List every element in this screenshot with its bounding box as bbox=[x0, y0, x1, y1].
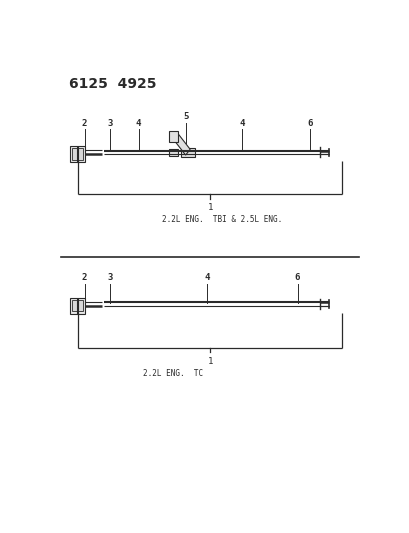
Bar bbox=[180, 148, 195, 157]
Bar bbox=[72, 148, 83, 159]
Text: 4: 4 bbox=[136, 118, 141, 127]
Text: 1: 1 bbox=[207, 358, 212, 366]
Bar bbox=[70, 146, 85, 163]
Text: 4: 4 bbox=[238, 118, 244, 127]
Polygon shape bbox=[173, 133, 190, 155]
Text: 6125  4925: 6125 4925 bbox=[69, 77, 156, 91]
Text: 6: 6 bbox=[294, 273, 299, 282]
Text: 4: 4 bbox=[204, 273, 209, 282]
Bar bbox=[168, 131, 178, 142]
Text: 3: 3 bbox=[107, 118, 112, 127]
Bar bbox=[72, 300, 83, 311]
Text: 3: 3 bbox=[107, 273, 112, 282]
Text: 2: 2 bbox=[82, 118, 87, 127]
Bar bbox=[70, 298, 85, 314]
Text: 2.2L ENG.  TC: 2.2L ENG. TC bbox=[143, 369, 203, 378]
Text: 6: 6 bbox=[307, 118, 312, 127]
Text: 2: 2 bbox=[82, 273, 87, 282]
Text: 5: 5 bbox=[183, 112, 189, 122]
Bar bbox=[169, 149, 178, 156]
Text: 1: 1 bbox=[207, 204, 212, 213]
Text: 2.2L ENG.  TBI & 2.5L ENG.: 2.2L ENG. TBI & 2.5L ENG. bbox=[162, 215, 282, 224]
